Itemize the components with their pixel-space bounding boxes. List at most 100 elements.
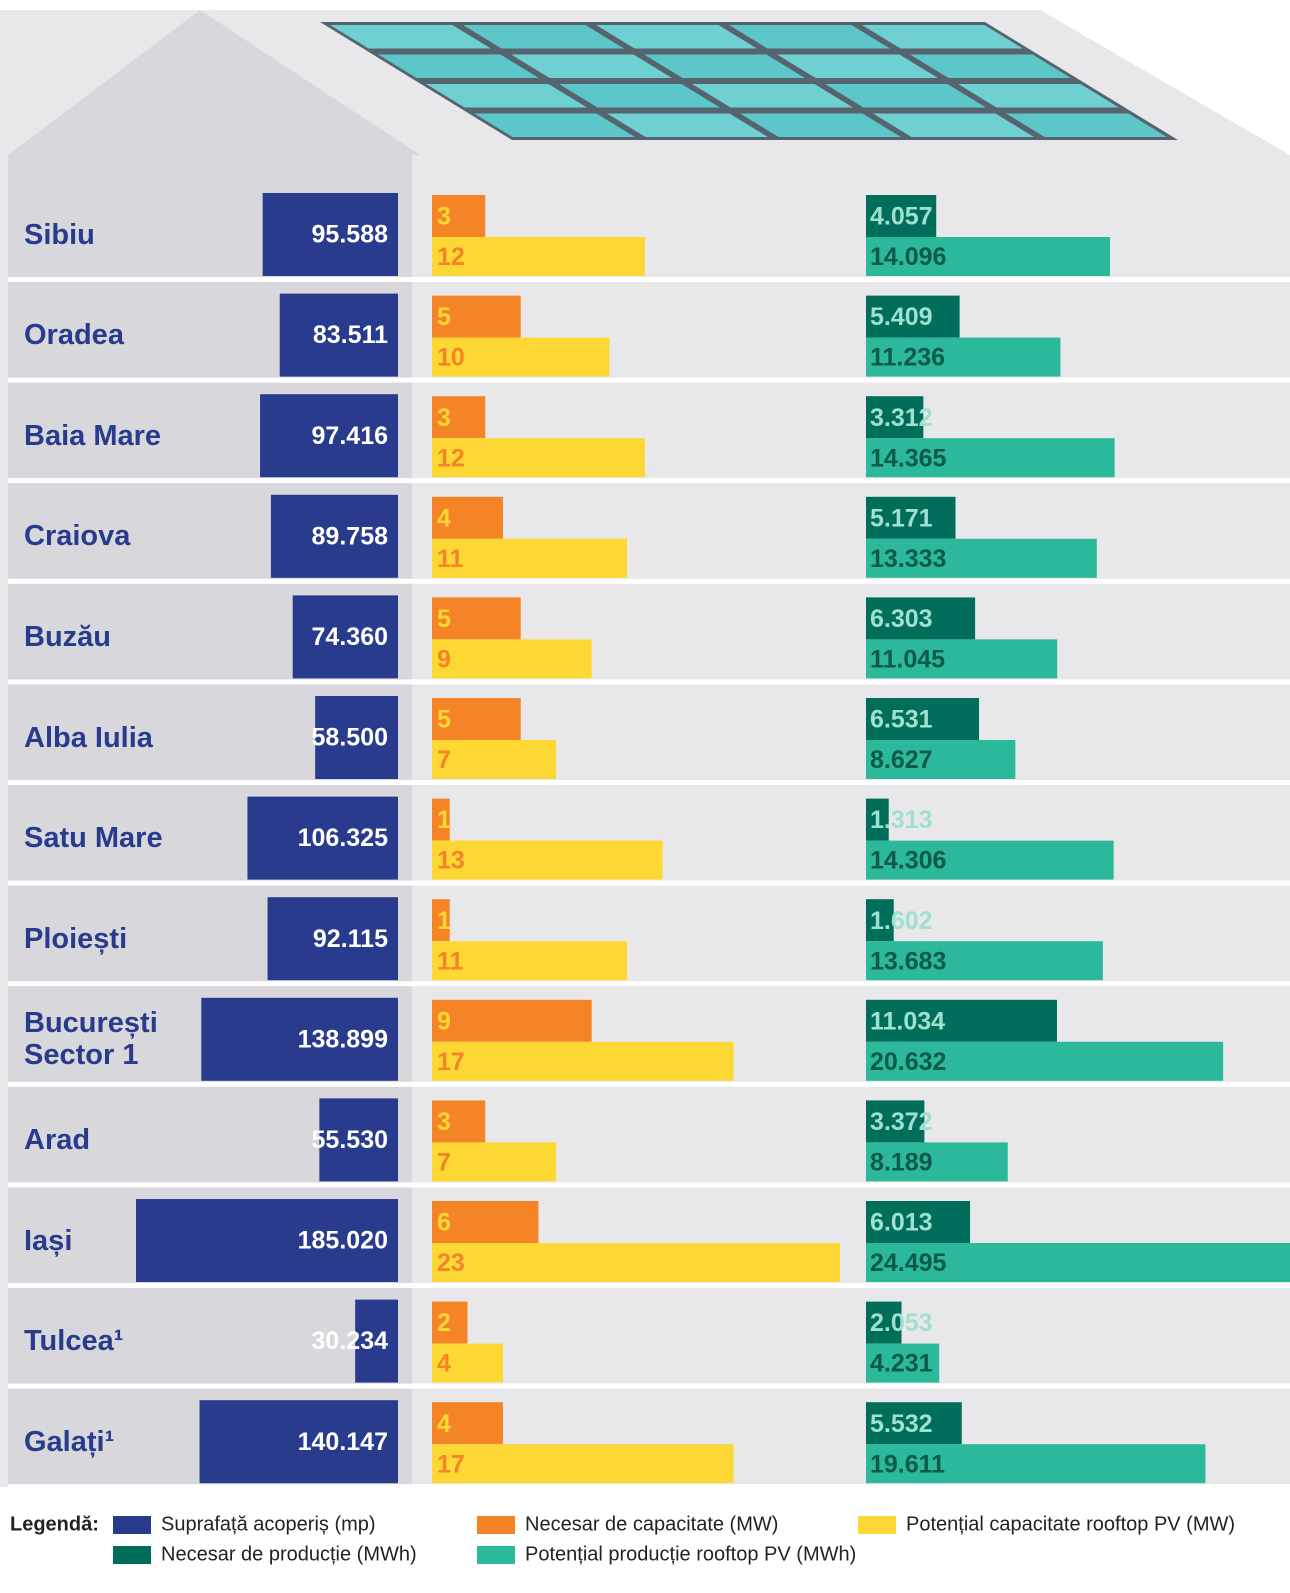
value-label: 24.495 [870, 1249, 947, 1277]
value-label: 8.189 [870, 1149, 933, 1177]
value-label: 5 [437, 605, 451, 633]
bar [866, 496, 956, 539]
bar [355, 1299, 398, 1383]
city-label: Arad [24, 1123, 91, 1156]
value-label: 89.758 [312, 522, 389, 550]
solar-cell [607, 113, 768, 138]
city-label: Alba Iulia [24, 721, 153, 754]
value-label: 140.147 [298, 1428, 388, 1456]
bar [866, 195, 937, 237]
bar [866, 1243, 1290, 1282]
value-label: 12 [437, 444, 465, 472]
bar [432, 639, 592, 679]
solar-cell [644, 54, 805, 79]
bar [432, 195, 486, 237]
value-label: 12 [437, 243, 465, 271]
value-label: 3.372 [870, 1108, 933, 1136]
bar [432, 698, 521, 740]
value-label: 1.602 [870, 907, 933, 935]
value-label: 6 [437, 1209, 451, 1237]
bar [866, 639, 1058, 679]
city-label: Sibiu [24, 218, 95, 251]
solar-cell [825, 83, 986, 108]
value-label: 83.511 [313, 321, 388, 349]
bar [260, 394, 398, 478]
city-label: Craiova [24, 520, 131, 553]
value-label: 23 [437, 1249, 465, 1277]
bar [866, 1402, 962, 1445]
bar [199, 1400, 398, 1484]
value-label: 138.899 [298, 1025, 388, 1053]
bar [866, 438, 1115, 478]
bar [866, 396, 924, 439]
row-separator [8, 981, 1290, 987]
bar [432, 1201, 539, 1243]
value-label: 14.096 [870, 243, 946, 271]
value-label: 6.303 [870, 605, 933, 633]
city-label: Ploiești [24, 922, 128, 955]
bar [866, 941, 1103, 981]
bar [315, 696, 398, 779]
solar-cell [330, 24, 491, 49]
city-label: Satu Mare [24, 822, 163, 855]
value-label: 4 [437, 1350, 451, 1378]
city-label: Galați¹ [24, 1425, 115, 1458]
bar [866, 899, 894, 942]
legend-swatch [858, 1516, 896, 1534]
value-label: 4 [437, 1410, 451, 1438]
value-label: 6.013 [870, 1209, 933, 1237]
bar [432, 538, 628, 578]
solar-cell [777, 54, 938, 79]
row-separator [8, 880, 1290, 886]
solar-cell [426, 83, 587, 108]
value-label: 106.325 [298, 824, 388, 852]
value-label: 97.416 [312, 422, 388, 450]
bar [866, 1142, 1008, 1182]
solar-panel [330, 24, 1167, 138]
solar-cell [910, 54, 1071, 79]
row-separator [8, 1182, 1290, 1188]
value-label: 8.627 [870, 746, 933, 774]
city-label: Oradea [24, 319, 124, 352]
city-label: București Sector 1 [24, 1007, 158, 1072]
bar [432, 396, 486, 439]
value-label: 20.632 [870, 1048, 946, 1076]
solar-cell [873, 113, 1034, 138]
value-label: 7 [437, 746, 451, 774]
bar [432, 798, 450, 841]
value-label: 5.409 [870, 303, 933, 331]
value-label: 17 [437, 1048, 465, 1076]
value-label: 14.306 [870, 847, 946, 875]
bar [866, 1301, 902, 1344]
city-label: Baia Mare [24, 419, 162, 452]
legend-label: Potențial capacitate rooftop PV (MW) [906, 1513, 1235, 1535]
city-label: Iași [24, 1224, 73, 1257]
bar [866, 1201, 971, 1243]
value-label: 5.171 [870, 504, 933, 532]
bar [432, 1142, 557, 1182]
bar [432, 1301, 468, 1344]
solar-cell [729, 24, 890, 49]
row-separator [8, 780, 1290, 785]
value-label: 55.530 [312, 1126, 388, 1154]
value-label: 58.500 [312, 724, 388, 752]
value-label: 7 [437, 1149, 451, 1177]
value-label: 95.588 [312, 221, 389, 249]
bar [866, 999, 1057, 1042]
bar [432, 840, 663, 880]
bar [432, 999, 592, 1042]
bar [432, 1444, 734, 1484]
value-label: 5 [437, 303, 451, 331]
value-label: 2 [437, 1309, 451, 1337]
left-gable [8, 10, 420, 155]
value-label: 1.313 [870, 806, 933, 834]
value-label: 30.234 [312, 1327, 389, 1355]
bar [866, 295, 960, 338]
value-label: 11 [437, 545, 464, 573]
solar-frame [320, 22, 1178, 140]
legend-swatch [113, 1546, 151, 1564]
bar [279, 293, 398, 377]
legend-title: Legendă: [10, 1513, 99, 1535]
row-separator [8, 478, 1290, 484]
value-label: 13.333 [870, 545, 946, 573]
